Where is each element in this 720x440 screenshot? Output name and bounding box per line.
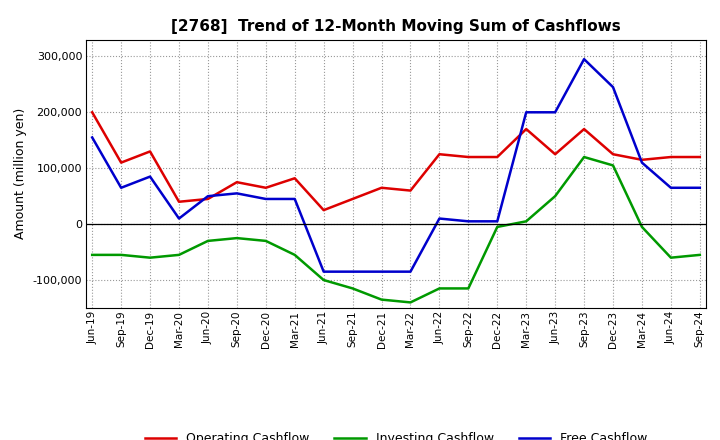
Free Cashflow xyxy=(638,160,647,165)
Free Cashflow xyxy=(493,219,502,224)
Free Cashflow xyxy=(290,196,299,202)
Operating Cashflow xyxy=(233,180,241,185)
Free Cashflow xyxy=(608,84,617,90)
Line: Investing Cashflow: Investing Cashflow xyxy=(92,157,700,302)
Operating Cashflow xyxy=(320,208,328,213)
Free Cashflow xyxy=(117,185,125,191)
Investing Cashflow xyxy=(696,252,704,257)
Free Cashflow xyxy=(233,191,241,196)
Free Cashflow xyxy=(261,196,270,202)
Operating Cashflow xyxy=(667,154,675,160)
Investing Cashflow xyxy=(522,219,531,224)
Free Cashflow xyxy=(551,110,559,115)
Y-axis label: Amount (million yen): Amount (million yen) xyxy=(14,108,27,239)
Investing Cashflow xyxy=(88,252,96,257)
Operating Cashflow xyxy=(696,154,704,160)
Operating Cashflow xyxy=(435,152,444,157)
Investing Cashflow xyxy=(638,224,647,230)
Investing Cashflow xyxy=(464,286,472,291)
Investing Cashflow xyxy=(493,224,502,230)
Investing Cashflow xyxy=(261,238,270,244)
Free Cashflow xyxy=(175,216,184,221)
Investing Cashflow xyxy=(117,252,125,257)
Investing Cashflow xyxy=(377,297,386,302)
Free Cashflow xyxy=(406,269,415,274)
Operating Cashflow xyxy=(551,152,559,157)
Investing Cashflow xyxy=(175,252,184,257)
Investing Cashflow xyxy=(608,163,617,168)
Investing Cashflow xyxy=(204,238,212,244)
Free Cashflow xyxy=(204,194,212,199)
Free Cashflow xyxy=(580,56,588,62)
Free Cashflow xyxy=(348,269,357,274)
Free Cashflow xyxy=(522,110,531,115)
Free Cashflow xyxy=(320,269,328,274)
Operating Cashflow xyxy=(608,152,617,157)
Free Cashflow xyxy=(667,185,675,191)
Operating Cashflow xyxy=(261,185,270,191)
Operating Cashflow xyxy=(88,110,96,115)
Investing Cashflow xyxy=(406,300,415,305)
Investing Cashflow xyxy=(551,194,559,199)
Operating Cashflow xyxy=(580,126,588,132)
Operating Cashflow xyxy=(145,149,154,154)
Operating Cashflow xyxy=(175,199,184,205)
Legend: Operating Cashflow, Investing Cashflow, Free Cashflow: Operating Cashflow, Investing Cashflow, … xyxy=(140,427,652,440)
Operating Cashflow xyxy=(290,176,299,181)
Investing Cashflow xyxy=(348,286,357,291)
Investing Cashflow xyxy=(320,277,328,282)
Investing Cashflow xyxy=(435,286,444,291)
Investing Cashflow xyxy=(667,255,675,260)
Operating Cashflow xyxy=(522,126,531,132)
Free Cashflow xyxy=(88,135,96,140)
Line: Free Cashflow: Free Cashflow xyxy=(92,59,700,271)
Free Cashflow xyxy=(377,269,386,274)
Free Cashflow xyxy=(464,219,472,224)
Line: Operating Cashflow: Operating Cashflow xyxy=(92,112,700,210)
Operating Cashflow xyxy=(204,196,212,202)
Investing Cashflow xyxy=(233,235,241,241)
Operating Cashflow xyxy=(464,154,472,160)
Free Cashflow xyxy=(145,174,154,179)
Operating Cashflow xyxy=(406,188,415,193)
Operating Cashflow xyxy=(117,160,125,165)
Investing Cashflow xyxy=(290,252,299,257)
Investing Cashflow xyxy=(145,255,154,260)
Operating Cashflow xyxy=(493,154,502,160)
Operating Cashflow xyxy=(348,196,357,202)
Free Cashflow xyxy=(696,185,704,191)
Operating Cashflow xyxy=(377,185,386,191)
Title: [2768]  Trend of 12-Month Moving Sum of Cashflows: [2768] Trend of 12-Month Moving Sum of C… xyxy=(171,19,621,34)
Operating Cashflow xyxy=(638,157,647,162)
Free Cashflow xyxy=(435,216,444,221)
Investing Cashflow xyxy=(580,154,588,160)
